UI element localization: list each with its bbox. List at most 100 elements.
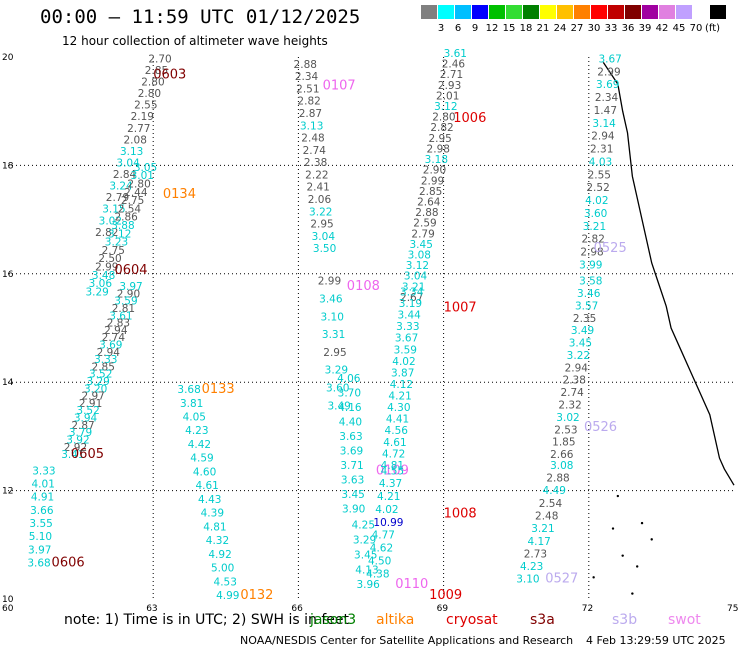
generated-timestamp: 4 Feb 13:29:59 UTC 2025 (586, 634, 726, 647)
swh-value-label: 3.61 (109, 310, 132, 322)
swh-value-label: 5.10 (29, 531, 52, 543)
swh-value-label: 4.13 (355, 564, 378, 576)
swh-value-label: 4.32 (206, 535, 229, 547)
swh-value-label: 3.21 (531, 523, 554, 535)
swh-value-label: 3.63 (339, 431, 362, 443)
swh-value-label: 2.77 (127, 123, 150, 135)
swh-value-label: 2.80 (138, 88, 161, 100)
swh-value-label: 2.06 (308, 194, 332, 206)
swh-value-label: 2.87 (71, 420, 94, 432)
lat-tick-label: 20 (2, 53, 14, 63)
swh-value-label: 2.88 (415, 207, 438, 219)
color-scale-swatch (523, 5, 540, 19)
swh-value-label: 4.17 (527, 536, 550, 548)
swh-value-label: 2.52 (586, 182, 609, 194)
swh-value-label: 2.85 (419, 186, 442, 198)
swh-value-label: 3.61 (444, 48, 467, 60)
island-dot (650, 538, 653, 541)
swh-value-label: 4.39 (201, 508, 224, 520)
swh-value-label: 2.53 (554, 424, 577, 436)
swh-value-label: 2.95 (323, 347, 346, 359)
swh-value-label: 4.38 (366, 568, 389, 580)
swh-value-label: 2.86 (114, 212, 138, 224)
color-scale-label: 24 (553, 23, 567, 34)
swh-value-label: 2.97 (81, 391, 104, 403)
swh-value-label: 4.61 (195, 480, 218, 492)
swh-value-label: 2.73 (524, 548, 547, 560)
color-scale-swatch (557, 5, 574, 19)
color-scale-label: 15 (502, 23, 516, 34)
swh-value-label: 2.74 (102, 332, 126, 344)
swh-value-label: 2.99 (318, 276, 341, 288)
swh-value-label: 2.94 (565, 362, 589, 374)
mission-legend-altika: altika (376, 612, 415, 628)
swh-value-label: 2.88 (294, 59, 317, 71)
swh-value-label: 4.59 (190, 453, 213, 465)
swh-value-label: 3.66 (30, 505, 54, 517)
swh-value-label: 3.34 (400, 286, 424, 298)
swh-value-label: 3.29 (353, 534, 376, 546)
swh-value-label: 4.23 (520, 561, 543, 573)
swh-value-label: 4.42 (188, 439, 211, 451)
swh-value-label: 3.67 (395, 333, 418, 345)
color-scale-swatch (421, 5, 438, 19)
color-scale-swatch (676, 5, 693, 19)
swh-value-label: 3.58 (579, 276, 602, 288)
swh-value-label: 3.59 (114, 296, 137, 308)
swh-value-label: 3.81 (180, 398, 203, 410)
swh-value-label: 2.85 (92, 361, 115, 373)
color-scale-swatch (489, 5, 506, 19)
swh-value-label: 3.96 (356, 579, 380, 591)
swh-value-label: 3.90 (342, 503, 365, 515)
swh-value-label: 4.30 (387, 402, 410, 414)
color-scale-label: 33 (604, 23, 618, 34)
color-scale-swatch (710, 5, 727, 19)
color-scale-unit: (ft) (705, 23, 721, 34)
swh-value-label: 2.59 (413, 218, 436, 230)
footer-note: note: 1) Time is in UTC; 2) SWH is in fe… (64, 612, 350, 628)
swh-value-label: 2.84 (113, 169, 137, 181)
swh-value-label: 3.94 (74, 413, 98, 425)
swh-value-label: 3.31 (322, 329, 345, 341)
swh-value-label: 3.55 (29, 518, 52, 530)
swh-value-label: 4.72 (382, 448, 405, 460)
pass-id-label: 0604 (114, 263, 147, 278)
color-scale-swatch (438, 5, 455, 19)
swh-value-label: 2.90 (117, 288, 140, 300)
swh-value-label: 3.45 (410, 239, 433, 251)
swh-value-label: 2.93 (438, 80, 461, 92)
pass-id-label: 0606 (52, 555, 85, 570)
swh-value-label: 3.44 (397, 310, 421, 322)
color-scale-swatch (591, 5, 608, 19)
swh-value-label: 4.01 (32, 479, 55, 491)
swh-value-label: 4.60 (193, 466, 216, 478)
swh-value-label: 2.46 (442, 59, 466, 71)
swh-value-label: 3.06 (89, 278, 113, 290)
swh-value-label: 2.38 (304, 157, 327, 169)
lon-tick-label: 72 (582, 604, 593, 614)
swh-value-label: 4.55 (381, 465, 404, 477)
swh-value-label: 2.80 (127, 178, 150, 190)
pass-id-label: 1008 (444, 507, 477, 522)
swh-value-label: 3.79 (69, 427, 92, 439)
swh-value-label: 2.99 (597, 66, 620, 78)
swh-value-label: 2.82 (582, 234, 605, 246)
swh-value-label: 4.81 (381, 460, 404, 472)
swh-value-label: 2.34 (295, 71, 319, 83)
color-scale-label: 42 (655, 23, 669, 34)
credit-line: NOAA/NESDIS Center for Satellite Applica… (240, 634, 574, 647)
swh-value-label: 2.94 (591, 131, 615, 143)
lon-tick-label: 66 (291, 604, 303, 614)
swh-value-label: 5.00 (211, 563, 234, 575)
swh-value-label: 3.88 (111, 220, 134, 232)
pass-id-label: 0527 (545, 572, 578, 587)
mission-legend-cryosat: cryosat (446, 612, 498, 628)
pass-id-label: 0603 (153, 68, 186, 83)
swh-value-label: 4.77 (372, 530, 395, 542)
swh-value-label: 3.97 (28, 544, 51, 556)
swh-value-label: 2.94 (104, 325, 128, 337)
swh-value-label: 3.24 (109, 181, 133, 193)
swh-value-label: 2.48 (301, 133, 324, 145)
pass-id-label: 0525 (594, 241, 627, 256)
